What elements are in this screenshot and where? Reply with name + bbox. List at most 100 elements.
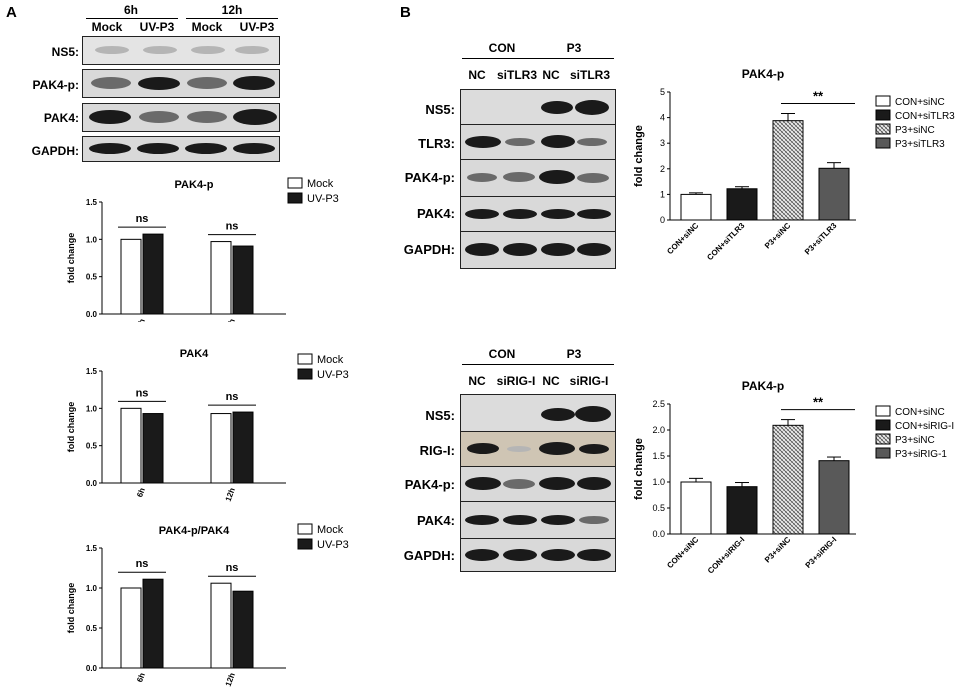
y-axis-label: fold change	[633, 125, 645, 187]
western-blot-ns5	[460, 89, 616, 125]
panel-b-letter: B	[400, 4, 411, 21]
y-axis-label: fold change	[66, 402, 76, 453]
legend-swatch	[297, 368, 313, 380]
legend-label: P3+siTLR3	[895, 139, 945, 150]
group-con-header: CON	[488, 347, 516, 361]
significance-label: ns	[136, 213, 149, 225]
lane-label: NC	[468, 374, 486, 388]
bar-chart-a2: PAK4 0.0 0.5 1.0 1.5 fold change ns 6h ns 12h Mock…	[66, 348, 349, 502]
legend-swatch	[297, 538, 313, 550]
western-blot-pak4	[82, 103, 280, 132]
bar	[818, 460, 850, 535]
y-tick-label: 2.5	[652, 399, 665, 409]
bar	[210, 413, 232, 484]
y-tick-label: 5	[660, 87, 665, 97]
bar	[680, 481, 712, 535]
legend-label: CON+siRIG-I	[895, 421, 954, 432]
group-con-header: CON	[488, 41, 516, 55]
legend-swatch	[875, 405, 891, 417]
chart-title: PAK4-p	[175, 179, 214, 191]
y-axis-label: fold change	[633, 438, 645, 500]
blot-label-pak4: PAK4:	[43, 111, 79, 125]
bar	[142, 578, 164, 669]
chart-title: PAK4	[180, 348, 209, 360]
bar	[120, 407, 142, 484]
y-tick-label: 2.0	[652, 425, 665, 435]
legend-label: Mock	[317, 354, 344, 366]
western-blot-rig-i	[460, 431, 616, 467]
y-tick-label: 1.0	[86, 404, 98, 413]
bar	[120, 238, 142, 315]
legend-swatch	[875, 109, 891, 121]
timepoint-underline	[186, 18, 278, 19]
x-tick-label: P3+siTLR3	[803, 221, 839, 257]
significance-label: ns	[136, 387, 149, 399]
timepoint-6h-header: 6h	[123, 3, 138, 17]
group-p3-header: P3	[566, 41, 582, 55]
western-blot-tlr3	[460, 124, 616, 160]
group-underline	[462, 58, 540, 59]
lane-label: siTLR3	[569, 68, 610, 82]
y-tick-label: 0.5	[86, 273, 98, 282]
significance-label: ns	[226, 391, 239, 403]
y-tick-label: 1	[660, 189, 665, 199]
significance-label: **	[813, 395, 824, 410]
chart-title: PAK4-p	[742, 67, 784, 81]
lane-label: Mock	[91, 20, 123, 34]
lane-label: Mock	[191, 20, 223, 34]
lane-label: siRIG-I	[496, 374, 536, 388]
x-tick-label: P3+siNC	[763, 535, 793, 565]
chart-title: PAK4-p	[742, 379, 784, 393]
x-tick-label: CON+siTLR3	[705, 221, 746, 262]
significance-label: ns	[136, 558, 149, 570]
x-tick-label: 6h	[135, 672, 147, 684]
legend-label: P3+siRIG-1	[895, 449, 947, 460]
lane-label: UV-P3	[139, 20, 175, 34]
x-tick-label: 6h	[135, 318, 147, 322]
group-underline	[536, 58, 614, 59]
timepoint-12h-header: 12h	[221, 3, 243, 17]
group-underline	[462, 364, 540, 365]
bar	[142, 413, 164, 484]
significance-label: ns	[226, 221, 239, 233]
legend-swatch	[875, 95, 891, 107]
blot-label-tlr3: TLR3:	[418, 136, 455, 151]
bar	[772, 120, 804, 221]
western-blot-pak4-p	[460, 466, 616, 502]
legend-label: Mock	[307, 178, 334, 190]
legend-label: CON+siNC	[895, 407, 945, 418]
western-blot-gapdh	[460, 231, 616, 269]
legend-swatch	[875, 123, 891, 135]
blot-label-ns5: NS5:	[425, 102, 455, 117]
significance-label: **	[813, 89, 824, 104]
y-tick-label: 0.5	[652, 503, 665, 513]
y-tick-label: 1.0	[86, 235, 98, 244]
lane-label: siRIG-I	[569, 374, 609, 388]
legend-label: P3+siNC	[895, 435, 935, 446]
blot-label-pak4-p: PAK4-p:	[404, 477, 455, 492]
legend-swatch	[287, 177, 303, 189]
x-tick-label: 12h	[224, 487, 237, 502]
timepoint-underline	[86, 18, 178, 19]
blot-label-ns5: NS5:	[425, 408, 455, 423]
x-tick-label: CON+siNC	[665, 535, 700, 570]
bar	[232, 590, 254, 669]
bar	[142, 233, 164, 315]
western-blot-pak4-p	[460, 159, 616, 197]
bar-chart-b2: PAK4-p 0.0 0.5 1.0 1.5 2.0 2.5 fold change CON+s…	[633, 379, 954, 576]
y-axis-label: fold change	[66, 583, 76, 634]
blot-label-gapdh: GAPDH:	[31, 144, 79, 158]
y-tick-label: 1.5	[86, 198, 98, 207]
legend-swatch	[875, 137, 891, 149]
blot-label-rig-i: RIG-I:	[419, 443, 455, 458]
bar	[680, 193, 712, 221]
y-tick-label: 0.0	[86, 664, 98, 673]
legend-swatch	[875, 447, 891, 459]
x-tick-label: 12h	[224, 318, 237, 322]
y-tick-label: 4	[660, 113, 665, 123]
y-tick-label: 0.5	[86, 442, 98, 451]
lane-label: NC	[542, 68, 560, 82]
lane-label: siTLR3	[496, 68, 537, 82]
bar	[210, 582, 232, 669]
y-tick-label: 0	[660, 215, 665, 225]
